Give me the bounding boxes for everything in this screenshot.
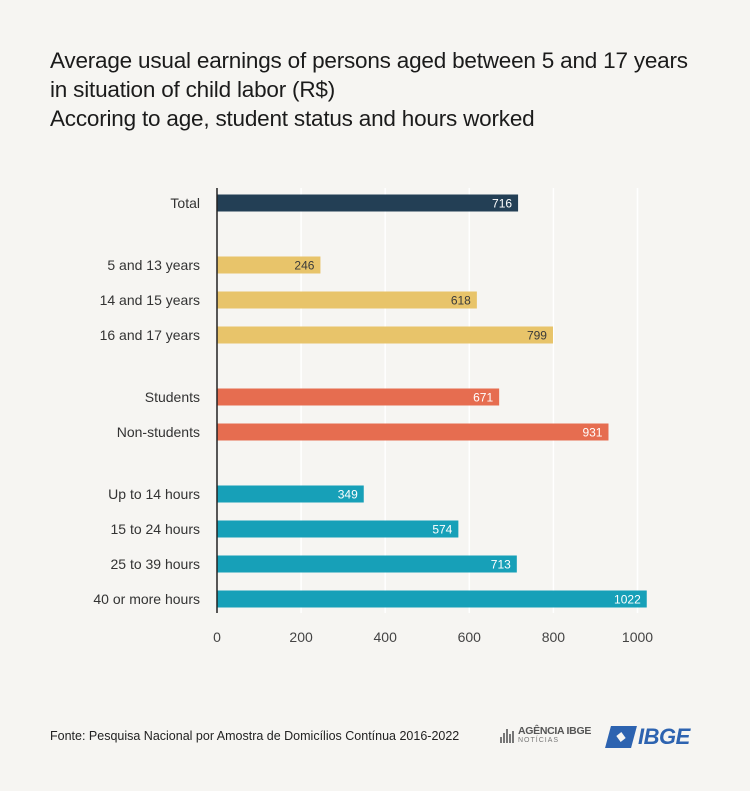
bar-15-to-24-hours <box>217 520 459 538</box>
agencia-bars-icon <box>500 729 514 743</box>
bar-5-and-13-years <box>217 256 321 274</box>
category-label: 40 or more hours <box>93 591 200 607</box>
title-block: Average usual earnings of persons aged b… <box>50 46 740 133</box>
x-tick-label: 800 <box>542 629 566 645</box>
category-label: Students <box>145 389 200 405</box>
x-tick-label: 600 <box>458 629 482 645</box>
bar-25-to-39-hours <box>217 555 517 573</box>
category-label: Up to 14 hours <box>108 486 200 502</box>
agencia-ibge-logo: AGÊNCIA IBGE NOTÍCIAS <box>500 726 591 746</box>
bar-chart: 716 Total 246 5 and 13 years 618 14 and 15 ye… <box>93 188 653 645</box>
bar-value-label: 671 <box>473 391 493 405</box>
bar-16-and-17-years <box>217 326 553 344</box>
chart-subtitle: Accoring to age, student status and hour… <box>50 106 535 131</box>
category-label: Total <box>170 195 200 211</box>
bar-non-students <box>217 423 609 441</box>
category-label: 14 and 15 years <box>100 292 200 308</box>
chart-title-line-2: in situation of child labor (R$) <box>50 77 335 102</box>
x-tick-label: 200 <box>289 629 313 645</box>
category-label: 16 and 17 years <box>100 327 200 343</box>
bar-40-or-more-hours <box>217 590 647 608</box>
bar-students <box>217 388 500 406</box>
bar-total <box>217 194 519 212</box>
agencia-logo-subtext: NOTÍCIAS <box>518 737 560 744</box>
ibge-mark-icon <box>605 726 637 748</box>
category-label: 15 to 24 hours <box>110 521 200 537</box>
agencia-logo-text: AGÊNCIA IBGE <box>518 725 592 737</box>
source-note: Fonte: Pesquisa Nacional por Amostra de … <box>50 729 460 743</box>
bar-value-label: 716 <box>492 197 512 211</box>
bar-value-label: 713 <box>491 558 511 572</box>
bar-value-label: 246 <box>294 259 314 273</box>
ibge-logo: IBGE <box>605 724 690 750</box>
ibge-logo-text: IBGE <box>638 724 690 749</box>
bar-14-and-15-years <box>217 291 477 309</box>
bar-up-to-14-hours <box>217 485 364 503</box>
x-tick-label: 400 <box>374 629 398 645</box>
bar-value-label: 349 <box>338 488 358 502</box>
category-label: 5 and 13 years <box>107 257 200 273</box>
chart-title-line-1: Average usual earnings of persons aged b… <box>50 48 688 73</box>
bar-value-label: 618 <box>451 294 471 308</box>
bar-value-label: 1022 <box>614 593 641 607</box>
category-label: Non-students <box>117 424 200 440</box>
x-tick-label: 1000 <box>622 629 653 645</box>
category-label: 25 to 39 hours <box>110 556 200 572</box>
x-tick-label: 0 <box>213 629 221 645</box>
bar-value-label: 799 <box>527 329 547 343</box>
bar-value-label: 574 <box>432 523 452 537</box>
bar-value-label: 931 <box>582 426 602 440</box>
